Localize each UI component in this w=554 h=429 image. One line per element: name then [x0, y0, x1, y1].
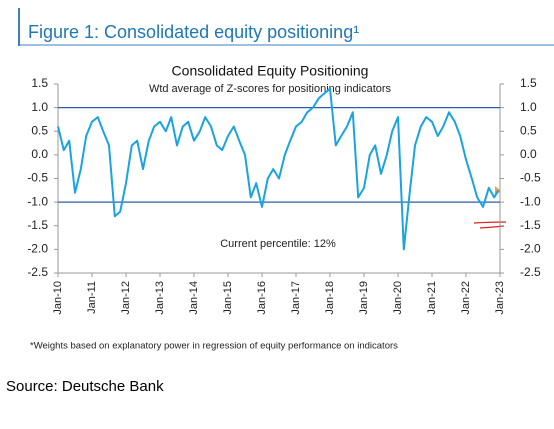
header-bar: [18, 8, 20, 46]
x-tick-label: Jan-23: [494, 281, 506, 315]
x-tick-label: Jan-14: [188, 281, 200, 315]
x-tick-label: Jan-12: [120, 281, 132, 315]
hand-annotation: [473, 221, 507, 224]
x-tick-label: Jan-15: [222, 281, 234, 315]
y2-tick-label: 0.0: [520, 147, 537, 161]
header: Figure 1: Consolidated equity positionin…: [28, 22, 359, 42]
y-tick-label: 0.5: [31, 123, 48, 137]
x-tick-label: Jan-19: [358, 281, 370, 315]
x-tick-label: Jan-11: [86, 281, 98, 314]
y2-tick-label: 1.0: [520, 100, 537, 114]
y-tick-label: 1.0: [31, 100, 48, 114]
y2-tick-label: 1.5: [520, 76, 537, 90]
x-tick-label: Jan-10: [52, 281, 64, 315]
y-tick-label: 1.5: [31, 76, 48, 90]
y2-tick-label: -1.5: [520, 218, 541, 232]
x-tick-label: Jan-17: [290, 281, 302, 315]
series-line: [57, 87, 500, 251]
y2-tick-label: -1.0: [520, 194, 541, 208]
y-tick-label: -0.5: [27, 171, 48, 185]
footnote: *Weights based on explanatory power in r…: [30, 341, 398, 352]
y2-tick-label: -2.5: [520, 265, 541, 279]
x-tick-label: Jan-13: [154, 281, 166, 315]
chart-title: Consolidated Equity Positioning: [172, 63, 369, 79]
y2-tick-label: -0.5: [520, 171, 541, 185]
y-tick-label: -2.0: [27, 242, 48, 256]
y-tick-label: -2.5: [27, 265, 48, 279]
y2-tick-label: -2.0: [520, 242, 541, 256]
chart-subtitle: Wtd average of Z-scores for positioning …: [149, 83, 392, 95]
x-tick-label: Jan-22: [460, 281, 472, 315]
y-tick-label: -1.0: [27, 194, 48, 208]
x-tick-label: Jan-20: [392, 281, 404, 315]
annotation: Current percentile: 12%: [220, 238, 336, 250]
x-tick-label: Jan-18: [324, 281, 336, 315]
x-tick-label: Jan-16: [256, 281, 268, 315]
y2-tick-label: 0.5: [520, 123, 537, 137]
source: Source: Deutsche Bank: [6, 378, 164, 395]
y-tick-label: 0.0: [31, 147, 48, 161]
x-tick-label: Jan-21: [426, 281, 438, 315]
y-tick-label: -1.5: [27, 218, 48, 232]
